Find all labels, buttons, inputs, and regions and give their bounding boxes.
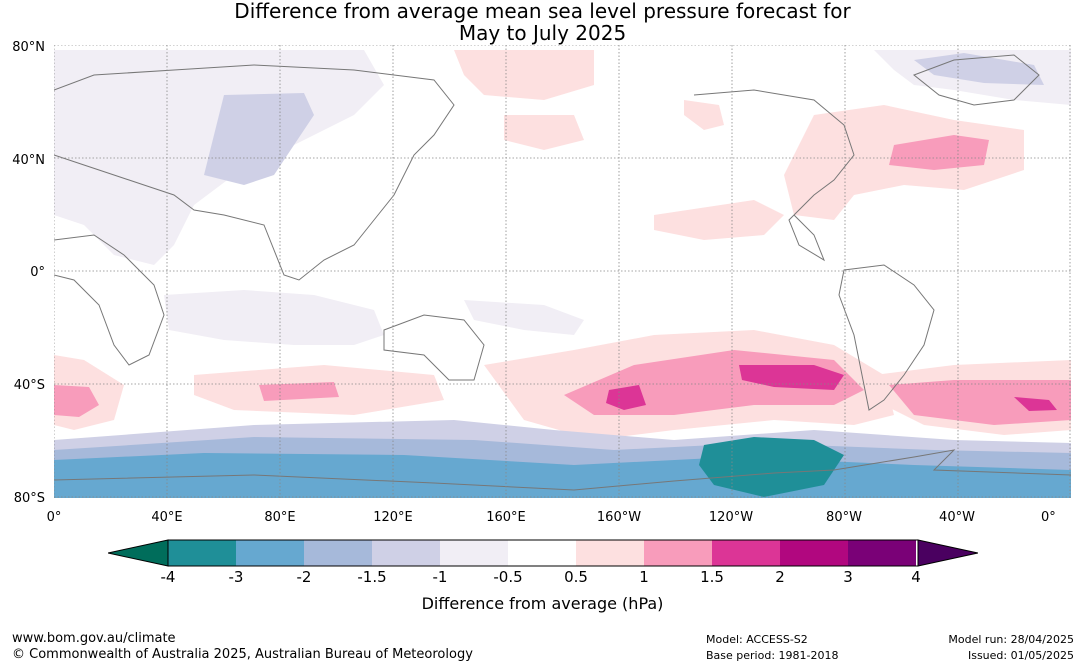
lat-label-equator: 0° (30, 265, 45, 280)
colorbar-segment (918, 540, 978, 566)
lon-label-40w: 40°W (939, 510, 975, 525)
colorbar-tick: 2 (775, 568, 785, 586)
colorbar-tick: 0.5 (564, 568, 588, 586)
colorbar-tick: 1 (639, 568, 649, 586)
anomaly-region-central-asia (204, 93, 314, 185)
anomaly-region-south-atlantic-west-inner (889, 380, 1071, 425)
footer-copyright: © Commonwealth of Australia 2025, Austra… (12, 647, 473, 662)
footer-url[interactable]: www.bom.gov.au/climate (12, 631, 176, 646)
colorbar-segment (372, 540, 440, 566)
colorbar-tick: -4 (160, 568, 176, 586)
colorbar-label: Difference from average (hPa) (421, 594, 664, 613)
lon-label-80e: 80°E (264, 510, 296, 525)
anomaly-region-south-indian-inner (259, 382, 339, 401)
colorbar-tick: -1 (432, 568, 448, 586)
lat-label-80s: 80°S (13, 491, 45, 506)
footer-base-period: Base period: 1981-2018 (706, 649, 839, 662)
colorbar-tick: -2 (296, 568, 312, 586)
footer-model: Model: ACCESS-S2 (706, 633, 808, 646)
colorbar-segment (712, 540, 780, 566)
anomaly-region-north-pacific (504, 115, 584, 150)
coastlines (53, 54, 1072, 491)
lon-label-0-east: 0° (1041, 510, 1056, 525)
colorbar-segment (168, 540, 236, 566)
colorbar (108, 539, 978, 567)
lat-label-80n: 80°N (12, 40, 45, 55)
colorbar-segment (304, 540, 372, 566)
colorbar-segment (780, 540, 848, 566)
footer-issued: Issued: 01/05/2025 (967, 649, 1074, 662)
anomaly-region-south-atlantic-core (1014, 397, 1057, 411)
lon-label-120e: 120°E (373, 510, 413, 525)
colorbar-segment (576, 540, 644, 566)
anomaly-region-alaska (684, 100, 724, 130)
anomaly-region-bering (454, 50, 594, 100)
graticule (53, 44, 1071, 498)
colorbar-tick: -3 (228, 568, 244, 586)
footer-model-run: Model run: 28/04/2025 (948, 633, 1074, 646)
colorbar-segment (508, 540, 576, 566)
colorbar-segment (108, 540, 168, 566)
chart-title: Difference from average mean sea level p… (0, 0, 1085, 44)
lon-label-160w: 160°W (596, 510, 642, 525)
colorbar-segment (440, 540, 508, 566)
colorbar-segment (848, 540, 916, 566)
lon-label-120w: 120°W (708, 510, 754, 525)
title-line-1: Difference from average mean sea level p… (234, 0, 851, 23)
lon-label-0: 0° (46, 510, 62, 525)
colorbar-tick: 1.5 (700, 568, 724, 586)
lat-label-40s: 40°S (13, 378, 45, 393)
lat-label-40n: 40°N (12, 153, 45, 168)
anomaly-region-antarctic-core (699, 437, 844, 497)
colorbar-segment (644, 540, 712, 566)
anomaly-region-south-atlantic-east-inner (54, 385, 99, 417)
anomaly-region-indian-ocean (164, 290, 384, 345)
colorbar-tick: -0.5 (493, 568, 523, 586)
anomaly-region-west-pacific (464, 300, 584, 335)
colorbar-tick: 4 (911, 568, 921, 586)
colorbar-segment (236, 540, 304, 566)
colorbar-tick: 3 (843, 568, 853, 586)
colorbar-tick: -1.5 (357, 568, 387, 586)
lon-label-80w: 80°W (826, 510, 862, 525)
title-line-2: May to July 2025 (458, 21, 627, 45)
map-canvas (53, 44, 1072, 498)
pressure-anomaly-map (53, 44, 1072, 498)
lon-label-40e: 40°E (151, 510, 183, 525)
anomaly-region-subtropical-pacific (654, 200, 784, 240)
anomaly-region-atlantic-inner (889, 135, 989, 170)
anomaly-region-greenland (914, 53, 1044, 85)
lon-label-160e: 160°E (486, 510, 526, 525)
anomaly-region-south-pacific-core-west (606, 385, 646, 410)
